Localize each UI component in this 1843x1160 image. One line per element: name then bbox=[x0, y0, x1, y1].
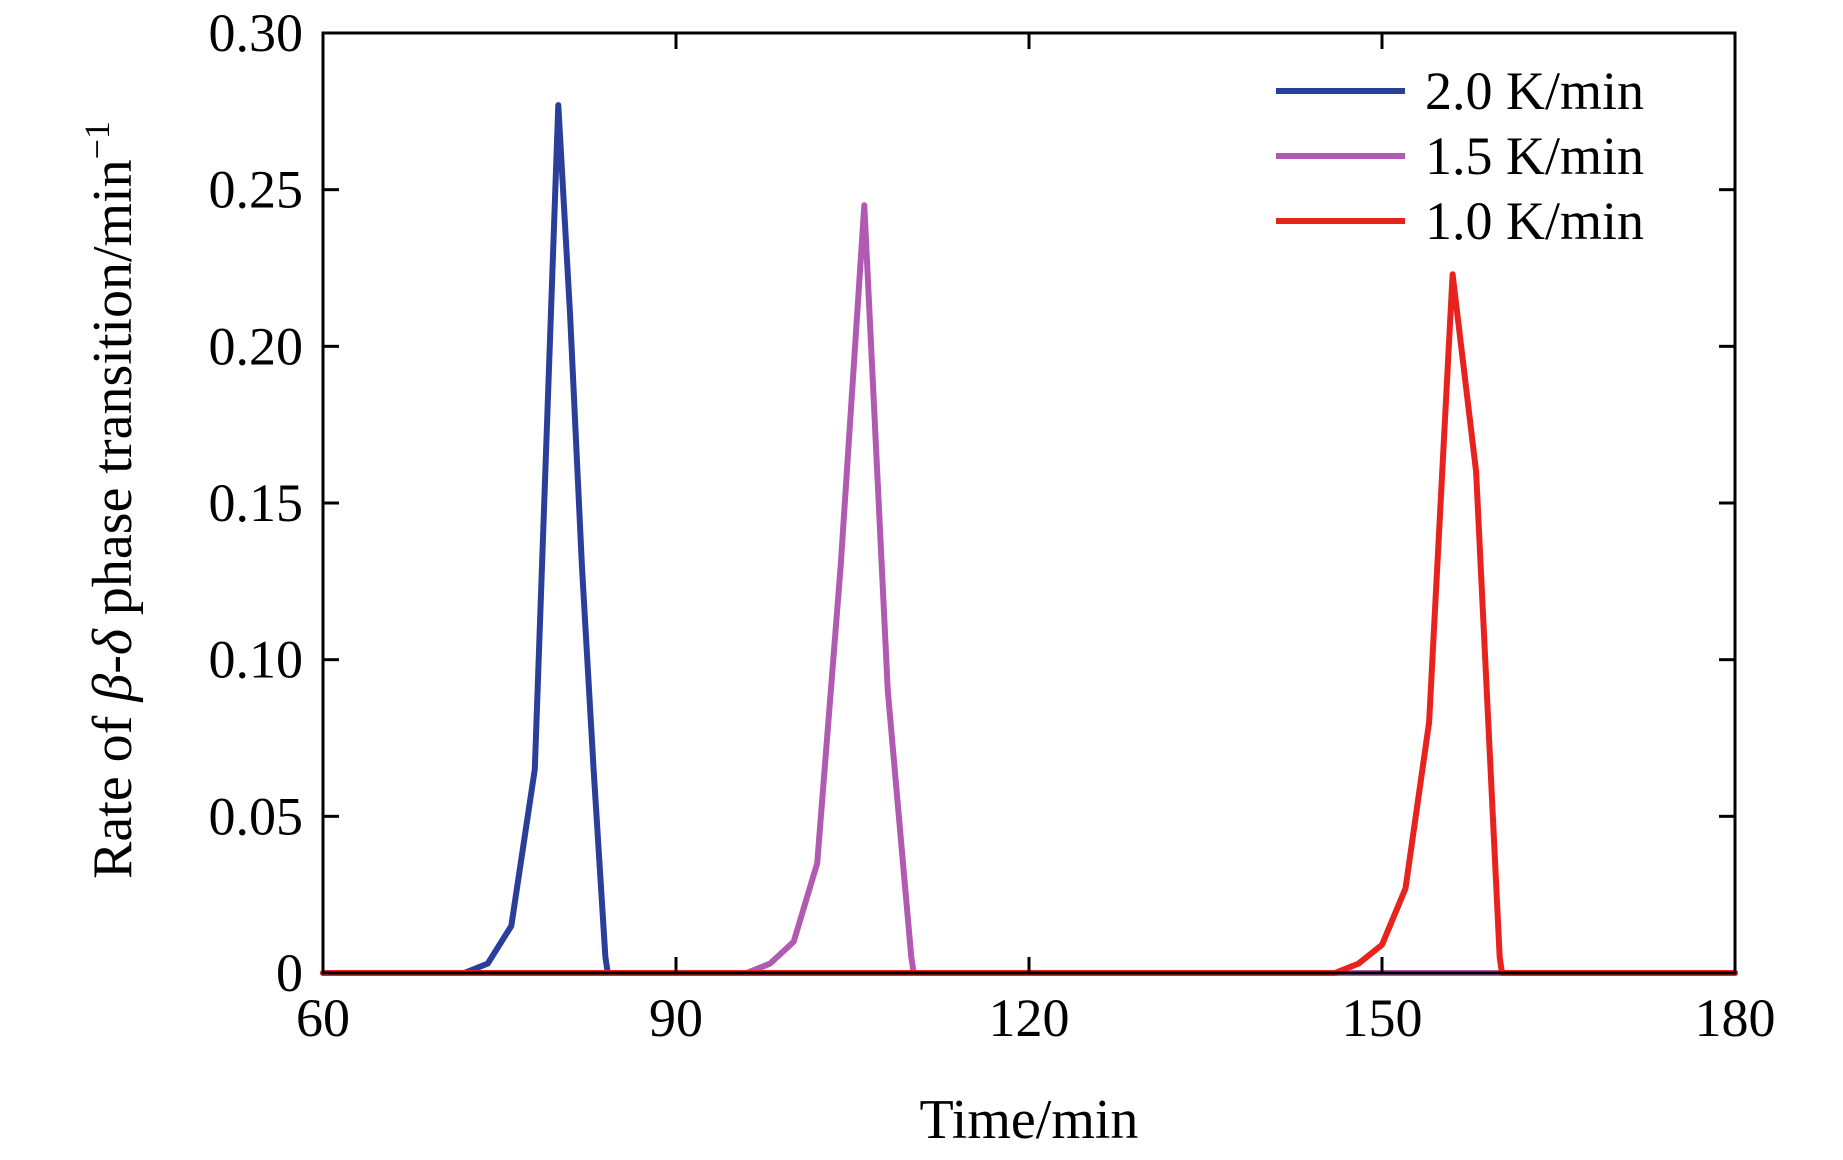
y-tick-label: 0 bbox=[276, 943, 303, 1003]
tick-layer: 60 90 120 150 180 0 0.05 0.10 0.15 0.20 0.25 0.30 bbox=[209, 3, 1776, 1048]
legend-label-3: 1.0 K/min bbox=[1425, 191, 1644, 251]
x-tick-label: 60 bbox=[296, 988, 350, 1048]
y-axis-label-dash: - bbox=[82, 655, 144, 674]
x-axis-label: Time/min bbox=[920, 1089, 1139, 1151]
x-tick-label: 120 bbox=[989, 988, 1070, 1048]
y-tick-label: 0.05 bbox=[209, 786, 304, 846]
series-line-2 bbox=[320, 202, 1738, 976]
y-tick-label: 0.20 bbox=[209, 316, 304, 376]
x-tick-label: 180 bbox=[1695, 988, 1776, 1048]
y-axis-label-superscript: −1 bbox=[77, 121, 117, 159]
legend-label-1: 2.0 K/min bbox=[1425, 61, 1644, 121]
y-tick-label: 0.15 bbox=[209, 473, 304, 533]
y-tick-label: 0.25 bbox=[209, 160, 304, 220]
legend-label-2: 1.5 K/min bbox=[1425, 126, 1644, 186]
y-axis-label-delta: δ bbox=[82, 628, 144, 655]
y-tick-label: 0.30 bbox=[209, 3, 304, 63]
y-tick-label: 0.10 bbox=[209, 630, 304, 690]
x-tick-label: 90 bbox=[649, 988, 703, 1048]
x-tick-label: 150 bbox=[1342, 988, 1423, 1048]
series-line-1 bbox=[320, 102, 1738, 976]
y-axis-label-prefix: Rate of bbox=[82, 702, 144, 879]
y-axis-label-middle: phase transition/min bbox=[82, 159, 144, 629]
y-axis-label-beta: β bbox=[82, 674, 144, 703]
series-layer bbox=[320, 102, 1738, 976]
series-line-3 bbox=[320, 271, 1738, 976]
y-axis-label: Rate of β-δ phase transition/min−1 bbox=[77, 121, 144, 879]
